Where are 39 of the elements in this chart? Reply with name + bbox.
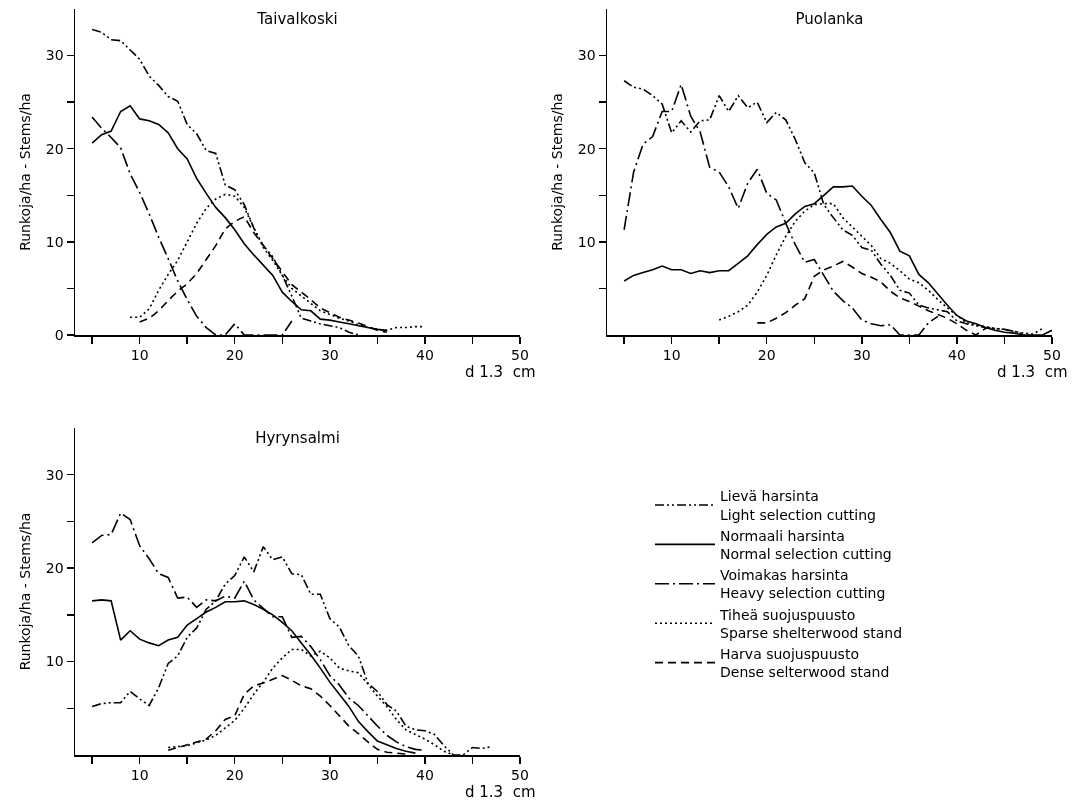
x-tick-label: 10 (130, 767, 149, 784)
x-tick-label: 50 (1043, 347, 1061, 364)
y-tick-label: 10 (45, 233, 64, 250)
x-tick-label: 20 (225, 767, 244, 784)
x-tick-label: 40 (416, 347, 434, 364)
y-tick-label: 10 (45, 653, 64, 670)
legend-label: Harva suojuspuusto Dense selterwood stand (720, 645, 890, 681)
y-tick-label: 30 (45, 466, 64, 483)
x-tick-label: 40 (416, 767, 434, 784)
x-axis-title: d 1.3 cm (465, 783, 536, 801)
y-tick-label: 30 (577, 47, 596, 64)
y-axis-title: Runkoja/ha - Stems/ha (548, 93, 565, 251)
chart-title: Puolanka (795, 10, 864, 29)
x-tick-label: 20 (225, 347, 244, 364)
legend-label: Voimakas harsinta Heavy selection cutting (720, 567, 886, 602)
x-tick-label: 30 (320, 347, 339, 364)
y-axis-title: Runkoja/ha - Stems/ha (16, 512, 33, 671)
y-tick-label: 20 (45, 140, 64, 157)
x-tick-label: 40 (948, 347, 966, 364)
legend-label: Normaali harsinta Normal selection cutting (720, 527, 892, 562)
y-tick-label: 30 (45, 47, 64, 64)
x-tick-label: 30 (852, 347, 871, 364)
chart-title: Hyrynsalmi (255, 429, 340, 448)
x-tick-label: 20 (757, 347, 776, 364)
y-axis-title: Runkoja/ha - Stems/ha (16, 93, 33, 251)
legend-label: Tiheä suojuspuusto Sparse shelterwood stand (719, 606, 903, 641)
x-tick-label: 10 (130, 347, 149, 364)
y-tick-label: 10 (577, 233, 596, 250)
x-tick-label: 10 (662, 347, 681, 364)
x-tick-label: 30 (320, 767, 339, 784)
x-tick-label: 50 (511, 347, 529, 364)
x-axis-title: d 1.3 cm (465, 363, 536, 381)
chart-title: Taivalkoski (256, 10, 338, 29)
legend-label: Lievä harsinta Light selection cutting (720, 488, 876, 523)
y-tick-label: 0 (54, 326, 64, 343)
x-axis-title: d 1.3 cm (997, 363, 1068, 381)
y-tick-label: 20 (45, 560, 64, 577)
x-tick-label: 50 (511, 767, 529, 784)
y-tick-label: 20 (577, 140, 596, 157)
